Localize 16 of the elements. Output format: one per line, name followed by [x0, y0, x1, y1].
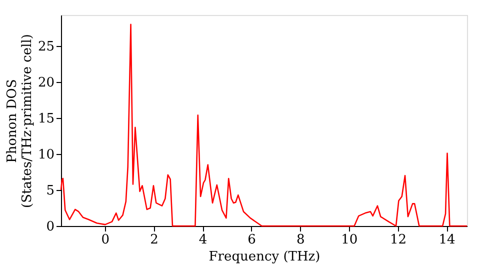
x-tick-label: 2: [150, 232, 158, 248]
x-tick-label: 10: [341, 232, 358, 248]
y-tick-label: 15: [38, 111, 54, 126]
x-axis-title: Frequency (THz): [208, 250, 320, 264]
y-tick-label: 20: [38, 75, 54, 90]
x-tick-label: 4: [198, 232, 208, 248]
x-tick-label: 8: [296, 232, 305, 248]
y-tick-label: 0: [46, 220, 54, 234]
y-axis-title: Phonon DOS (States/THz·primitive cell): [4, 34, 35, 208]
y-tick-label: 5: [46, 183, 54, 198]
x-tick-label: 12: [390, 232, 406, 248]
y-tick-label: 25: [38, 39, 54, 54]
x-tick-label: 14: [438, 232, 456, 248]
y-tick-label: 10: [38, 147, 54, 162]
x-tick-label: 6: [248, 232, 256, 248]
x-tick-label: 0: [101, 232, 110, 248]
